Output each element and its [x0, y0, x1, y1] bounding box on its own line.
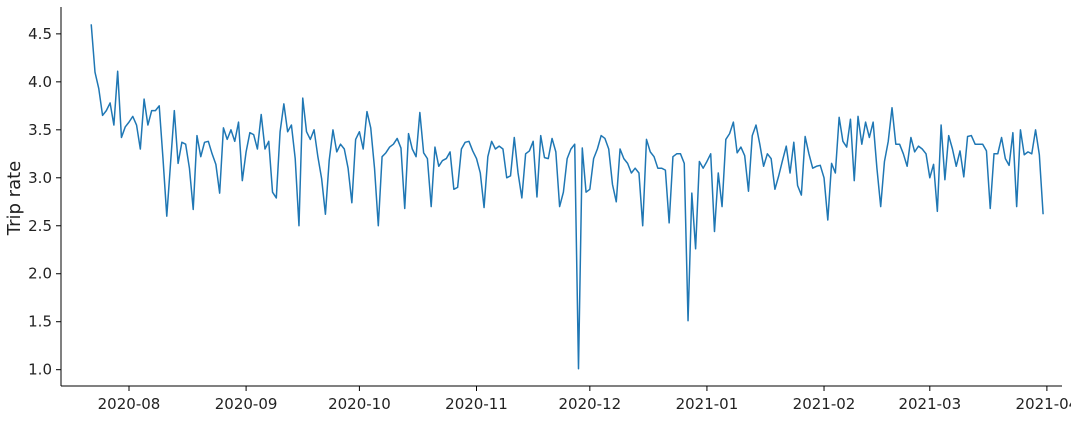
series-line-trip-rate [90, 24, 1044, 370]
x-tick-label: 2020-12 [558, 395, 621, 413]
y-axis-label: Trip rate [4, 161, 25, 236]
x-tick-label: 2020-09 [215, 395, 278, 413]
x-tick-label: 2021-02 [793, 395, 856, 413]
y-tick-label: 3.5 [28, 121, 52, 139]
y-tick-label: 4.5 [28, 25, 52, 43]
x-tick-label: 2020-10 [328, 395, 391, 413]
y-tick-label: 2.5 [28, 217, 52, 235]
y-tick-label: 1.0 [28, 361, 52, 379]
x-tick-label: 2020-08 [98, 395, 161, 413]
x-tick-label: 2020-11 [445, 395, 508, 413]
y-tick-label: 2.0 [28, 265, 52, 283]
x-axis-ticks: 2020-08 2020-09 2020-10 2020-11 2020-12 2021-… [98, 386, 1071, 413]
x-tick-label: 2021-03 [898, 395, 961, 413]
y-axis-ticks: 1.0 1.5 2.0 2.5 3.0 3.5 4.0 4.5 [28, 25, 61, 379]
x-tick-label: 2021-01 [676, 395, 739, 413]
y-tick-label: 4.0 [28, 73, 52, 91]
y-tick-label: 3.0 [28, 169, 52, 187]
y-tick-label: 1.5 [28, 313, 52, 331]
x-tick-label: 2021-04 [1016, 395, 1071, 413]
